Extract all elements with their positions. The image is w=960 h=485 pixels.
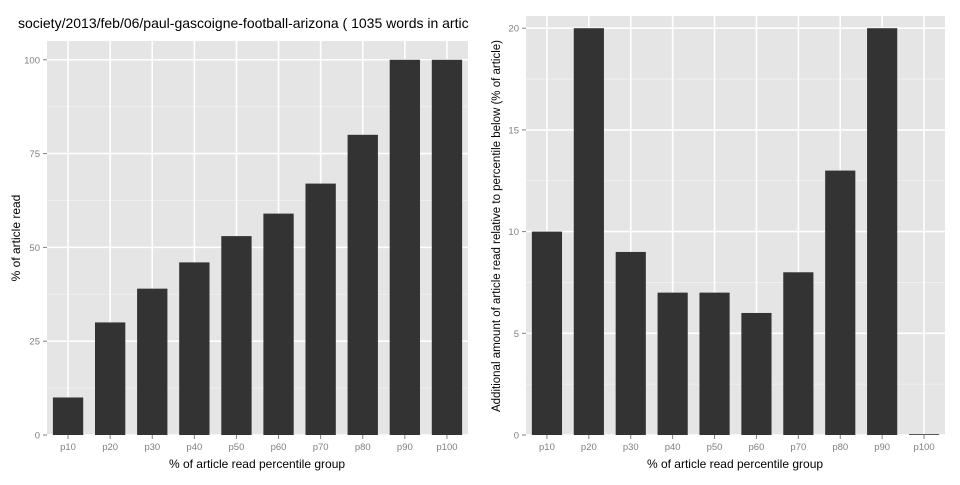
right-x-axis: p10 p20 p30 p40 p50 p60 p70 p80 p90 p100 xyxy=(539,435,935,453)
left-y-axis-label: % of article read xyxy=(9,195,23,282)
left-bar-p10 xyxy=(52,397,84,435)
right-y-tick-label: 5 xyxy=(514,329,519,340)
right-x-tick-label: p20 xyxy=(581,442,597,453)
left-bar-p70 xyxy=(305,183,336,435)
right-y-axis: 0 5 10 15 20 xyxy=(508,24,526,442)
right-bar-p10 xyxy=(531,231,563,435)
left-x-tick-label: p50 xyxy=(229,442,245,453)
right-bar-p40 xyxy=(657,292,688,435)
left-y-tick-label: 100 xyxy=(24,55,40,66)
left-x-tick-label: p20 xyxy=(102,442,118,453)
left-x-tick-label: p70 xyxy=(313,442,329,453)
right-bars xyxy=(531,28,940,435)
left-chart-title: society/2013/feb/06/paul-gascoigne-footb… xyxy=(18,15,469,31)
left-bar-p80 xyxy=(347,134,378,436)
right-y-axis-label: Additional amount of article read relati… xyxy=(491,40,503,412)
left-x-tick-label: p60 xyxy=(271,442,287,453)
right-x-tick-label: p60 xyxy=(749,442,765,453)
right-x-tick-label: p100 xyxy=(913,442,934,453)
left-y-tick-label: 75 xyxy=(29,149,40,160)
right-x-tick-label: p70 xyxy=(790,442,806,453)
right-x-tick-label: p30 xyxy=(623,442,639,453)
left-x-tick-label: p30 xyxy=(144,442,160,453)
left-bar-p100 xyxy=(431,59,463,436)
left-bars xyxy=(52,59,463,436)
right-y-tick-label: 15 xyxy=(508,125,519,136)
left-x-tick-label: p90 xyxy=(397,442,413,453)
left-x-tick-label: p80 xyxy=(355,442,371,453)
left-x-axis: p10 p20 p30 p40 p50 p60 p70 p80 p90 p100 xyxy=(60,435,458,453)
left-x-tick-label: p40 xyxy=(186,442,202,453)
right-bar-p60 xyxy=(741,312,772,435)
left-bar-p20 xyxy=(94,322,126,435)
right-bar-p50 xyxy=(699,292,730,435)
right-x-tick-label: p90 xyxy=(874,442,890,453)
left-y-tick-label: 25 xyxy=(29,337,40,348)
right-x-axis-label: % of article read percentile group xyxy=(647,457,823,471)
right-x-tick-label: p50 xyxy=(707,442,723,453)
right-chart: 0 5 10 15 20 p10 p20 p30 p40 p50 p60 p70 p80 p90 p100… xyxy=(491,16,945,471)
left-x-tick-label: p100 xyxy=(436,442,457,453)
right-y-tick-label: 20 xyxy=(508,24,519,35)
right-bar-p30 xyxy=(615,251,646,435)
right-x-tick-label: p80 xyxy=(832,442,848,453)
left-y-axis: 0 25 50 75 100 xyxy=(24,55,47,442)
left-x-axis-label: % of article read percentile group xyxy=(169,457,345,471)
right-bar-p20 xyxy=(573,28,604,435)
left-bar-p60 xyxy=(263,213,294,435)
left-bar-p50 xyxy=(221,236,252,435)
left-bar-p30 xyxy=(137,288,168,435)
left-bar-p90 xyxy=(389,59,421,436)
left-y-tick-label: 50 xyxy=(29,243,40,254)
left-bar-p40 xyxy=(179,262,210,435)
right-bar-p70 xyxy=(783,272,814,435)
right-bar-p90 xyxy=(867,28,898,435)
right-x-tick-label: p10 xyxy=(539,442,555,453)
left-y-tick-label: 0 xyxy=(35,431,40,442)
left-chart: society/2013/feb/06/paul-gascoigne-footb… xyxy=(9,15,469,471)
right-y-tick-label: 0 xyxy=(514,431,519,442)
left-x-tick-label: p10 xyxy=(60,442,76,453)
right-bar-p80 xyxy=(825,170,856,435)
right-y-tick-label: 10 xyxy=(508,227,519,238)
right-x-tick-label: p40 xyxy=(665,442,681,453)
right-bar-p100 xyxy=(908,434,940,435)
